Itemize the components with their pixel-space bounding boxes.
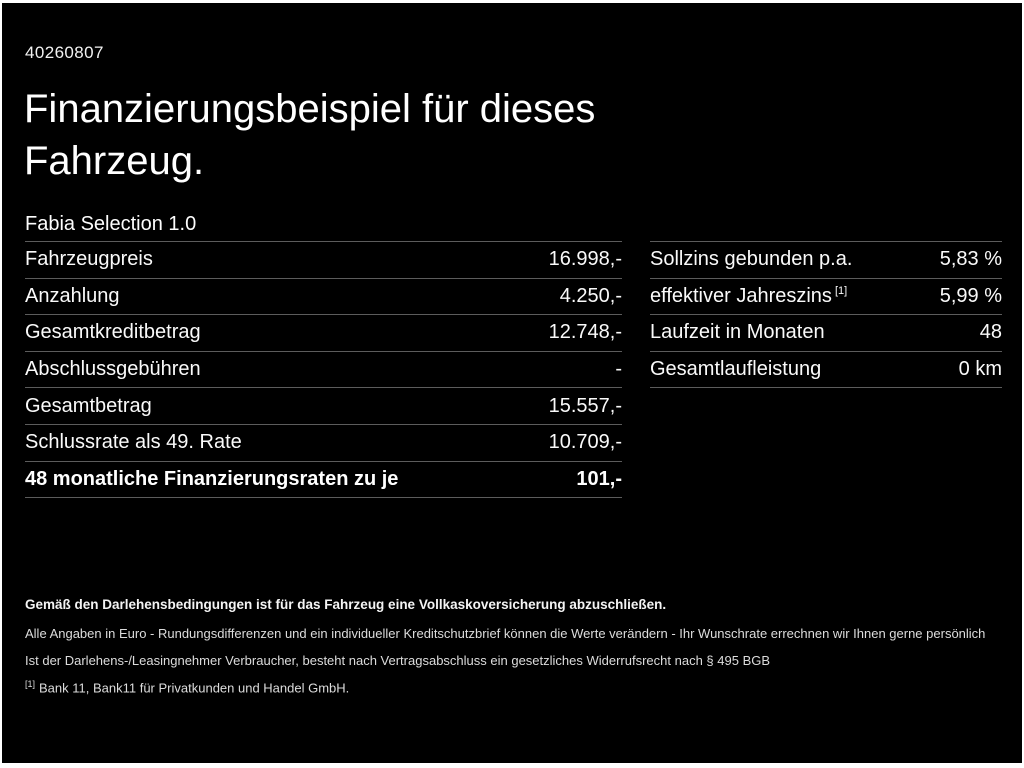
offer-id: 40260807: [25, 43, 104, 62]
row-label: Abschlussgebühren: [25, 358, 201, 381]
row-value: 5,99 %: [939, 284, 1002, 307]
row-value: 48: [979, 321, 1002, 344]
page-title-line-2: Fahrzeug.: [24, 139, 205, 183]
disclaimer-insurance: Gemäß den Darlehensbedingungen ist für d…: [25, 597, 667, 612]
table-row: Abschlussgebühren -: [25, 352, 622, 389]
footnote-bank: [1] Bank 11, Bank11 für Privatkunden und …: [25, 678, 995, 697]
row-label: 48 monatliche Finanzierungsraten zu je: [25, 467, 399, 490]
page-title: Finanzierungsbeispiel für dieses Fahrzeu…: [24, 83, 595, 187]
table-row: Schlussrate als 49. Rate 10.709,-: [25, 425, 622, 462]
row-value: 0 km: [958, 358, 1002, 381]
finance-slide: 40260807 Finanzierungsbeispiel für diese…: [2, 3, 1022, 763]
vehicle-model: Fabia Selection 1.0: [25, 213, 197, 235]
table-row: Laufzeit in Monaten 48: [650, 315, 1002, 352]
table-row: Fahrzeugpreis 16.998,-: [25, 242, 622, 279]
row-label: Fahrzeugpreis: [25, 248, 153, 271]
row-value: 10.709,-: [548, 431, 622, 454]
table-row: effektiver Jahreszins [1] 5,99 %: [650, 279, 1002, 316]
finance-table-left: Fahrzeugpreis 16.998,- Anzahlung 4.250,-…: [25, 241, 622, 499]
row-label: Gesamtbetrag: [25, 394, 152, 417]
footnote-bank-marker: [1]: [25, 679, 36, 690]
table-row: Gesamtbetrag 15.557,-: [25, 388, 622, 425]
footnote-marker: [1]: [834, 285, 848, 298]
table-row: Gesamtlaufleistung 0 km: [650, 352, 1002, 389]
row-label: Gesamtkreditbetrag: [25, 321, 201, 344]
finance-table-right: Sollzins gebunden p.a. 5,83 % effektiver…: [650, 241, 1002, 389]
disclaimer-withdrawal-right: Ist der Darlehens-/Leasingnehmer Verbrau…: [25, 652, 771, 668]
table-row: Gesamtkreditbetrag 12.748,-: [25, 315, 622, 352]
row-value: 101,-: [576, 467, 622, 490]
page-title-line-1: Finanzierungsbeispiel für dieses: [24, 87, 596, 131]
row-label: Anzahlung: [25, 284, 120, 307]
row-value: 12.748,-: [548, 321, 622, 344]
row-value: 15.557,-: [548, 394, 622, 417]
row-value: 16.998,-: [548, 248, 622, 271]
row-value: 4.250,-: [559, 284, 622, 307]
footnote-bank-text: Bank 11, Bank11 für Privatkunden und Han…: [39, 680, 350, 696]
row-label: effektiver Jahreszins [1]: [650, 284, 848, 307]
row-value: -: [615, 358, 622, 381]
table-row-monthly-rate: 48 monatliche Finanzierungsraten zu je 1…: [25, 462, 622, 499]
row-label: Gesamtlaufleistung: [650, 358, 822, 381]
disclaimer-euro-values: Alle Angaben in Euro - Rundungsdifferenz…: [25, 626, 986, 641]
row-value: 5,83 %: [939, 248, 1002, 271]
row-label: Laufzeit in Monaten: [650, 321, 825, 344]
table-row: Sollzins gebunden p.a. 5,83 %: [650, 242, 1002, 279]
row-label: Sollzins gebunden p.a.: [650, 248, 853, 271]
footnotes: Gemäß den Darlehensbedingungen ist für d…: [25, 597, 995, 706]
row-label: Schlussrate als 49. Rate: [25, 431, 242, 454]
table-row: Anzahlung 4.250,-: [25, 279, 622, 316]
